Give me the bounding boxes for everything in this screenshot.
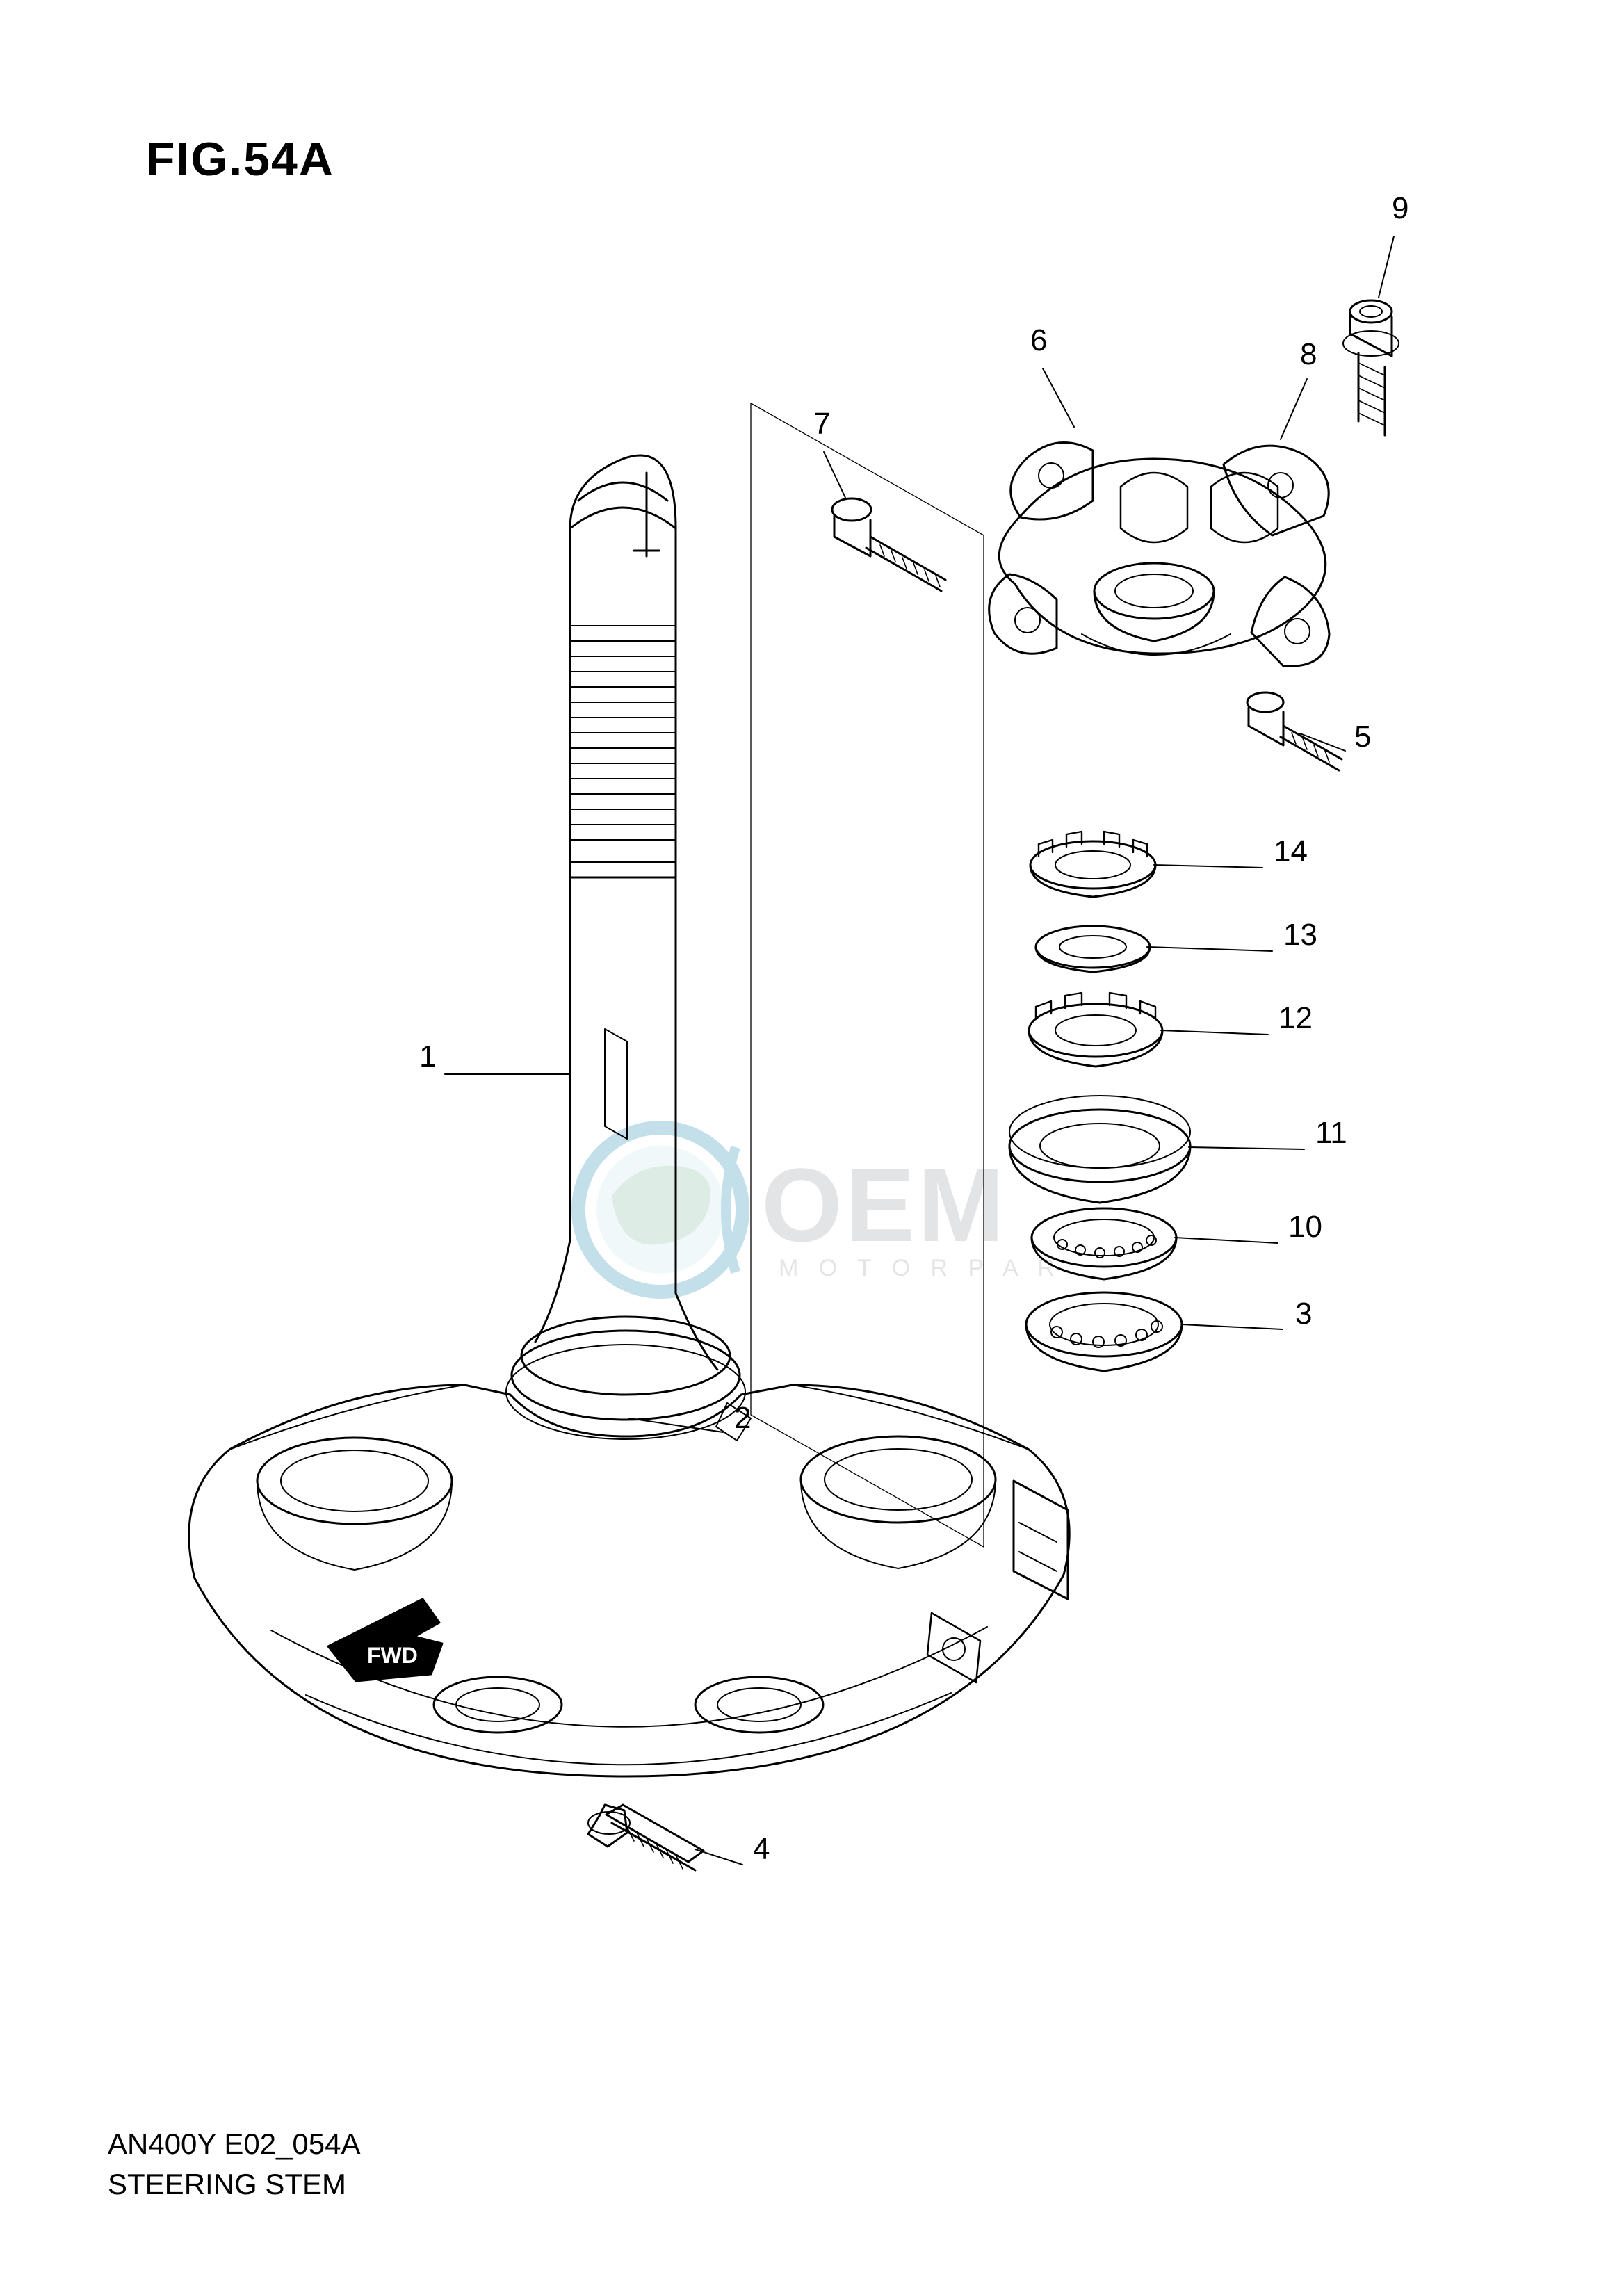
diagram-svg: FWD [0, 0, 1624, 2295]
callout-8: 8 [1300, 337, 1317, 372]
callout-12: 12 [1278, 1001, 1313, 1036]
footer-title: STEERING STEM [108, 2168, 346, 2201]
callout-4: 4 [753, 1832, 770, 1867]
callout-7: 7 [813, 407, 830, 441]
callout-10: 10 [1288, 1210, 1322, 1244]
callout-3: 3 [1295, 1297, 1312, 1331]
callout-1: 1 [419, 1039, 436, 1074]
callout-9: 9 [1392, 191, 1408, 226]
callout-14: 14 [1274, 834, 1308, 869]
svg-text:FWD: FWD [367, 1643, 418, 1668]
page-root: FIG.54A OEM M O T O R P A R T S [0, 0, 1624, 2295]
callout-11: 11 [1315, 1116, 1347, 1151]
callout-13: 13 [1283, 918, 1317, 952]
fwd-arrow-icon: FWD [328, 1599, 442, 1681]
callout-2: 2 [734, 1401, 751, 1436]
footer-code: AN400Y E02_054A [108, 2127, 361, 2161]
callout-5: 5 [1354, 720, 1371, 754]
callout-6: 6 [1030, 323, 1047, 358]
